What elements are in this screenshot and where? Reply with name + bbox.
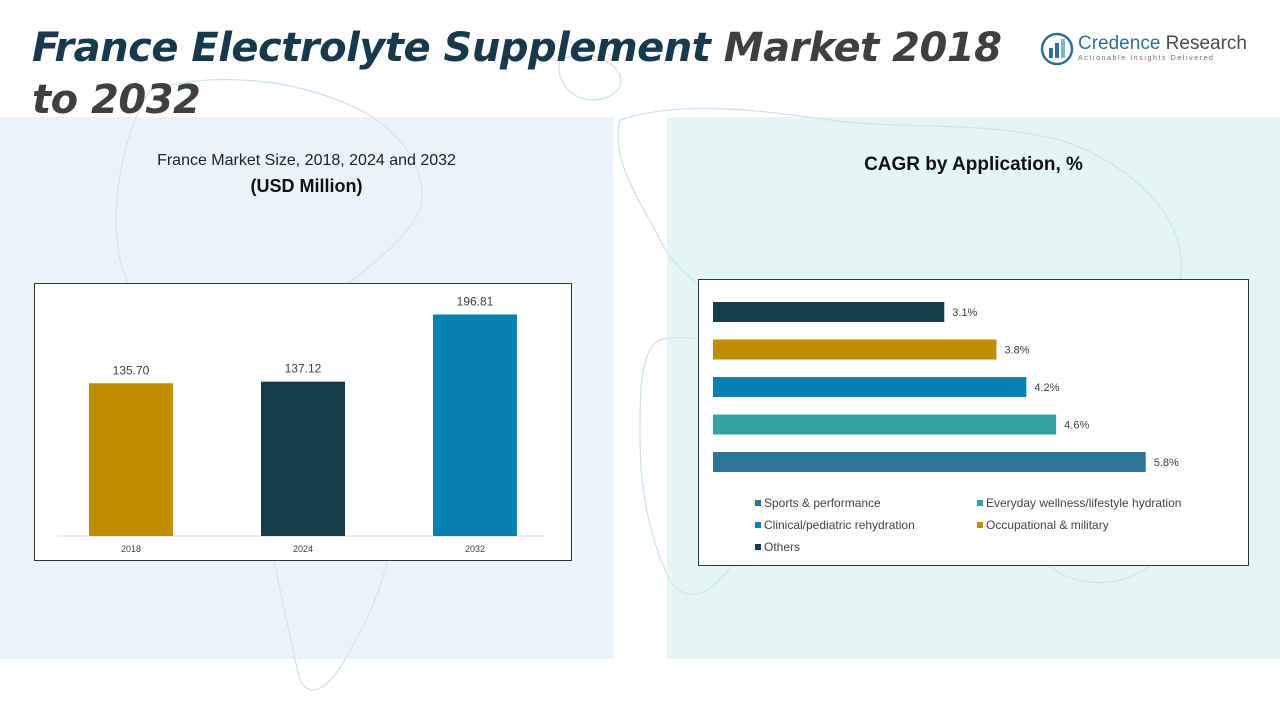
- cagr-chart-title: CAGR by Application, %: [864, 154, 1083, 175]
- credence-research-logo: Credence Research Actionable Insights De…: [1040, 30, 1260, 70]
- cagr-bar-chart: 3.1% 3.8% 4.2% 4.6% 5.8% Sports & performanc…: [698, 279, 1249, 566]
- legend-swatch: [755, 500, 761, 506]
- hbar-data-label-1: 3.1%: [952, 307, 977, 319]
- legend-swatch: [755, 522, 761, 528]
- data-label-2024: 137.12: [285, 362, 322, 376]
- hbar-data-label-5: 5.8%: [1154, 457, 1179, 469]
- bar-2018: [89, 383, 173, 536]
- legend-swatch: [755, 544, 761, 550]
- legend-label: Occupational & military: [986, 518, 1109, 532]
- market-size-chart-title: France Market Size, 2018, 2024 and 2032: [157, 152, 456, 169]
- legend-label: Sports & performance: [764, 496, 881, 510]
- page-title: France Electrolyte Supplement Market 201…: [32, 22, 1012, 126]
- legend-item-4: Occupational & military: [977, 518, 1109, 532]
- legend-item-5: Others: [755, 540, 800, 554]
- hbar-1: [713, 302, 945, 322]
- x-tick-label-2024: 2024: [293, 544, 313, 554]
- logo-name-part2: Research: [1165, 33, 1247, 54]
- page-title-part1: France Electrolyte Supplement: [32, 25, 711, 71]
- hbar-4: [713, 414, 1057, 435]
- market-size-chart-subtitle: (USD Million): [250, 176, 363, 196]
- x-tick-label-2032: 2032: [465, 544, 485, 554]
- hbar-2: [713, 339, 997, 360]
- legend-swatch: [977, 500, 983, 506]
- market-size-bar-chart-svg: 135.70 2018 137.12 2024 196.81 2032: [57, 294, 545, 554]
- data-label-2018: 135.70: [113, 363, 150, 377]
- hbar-3: [713, 377, 1027, 397]
- x-tick-label-2018: 2018: [121, 544, 141, 554]
- logo-name: Credence Research: [1078, 33, 1247, 55]
- bar-2024: [261, 381, 345, 536]
- cagr-bar-chart-svg: 3.1% 3.8% 4.2% 4.6% 5.8%: [713, 302, 1179, 472]
- legend-label: Everyday wellness/lifestyle hydration: [986, 496, 1182, 510]
- page-title-part2: Market 2018 to 2032: [32, 25, 1002, 123]
- hbar-5: [713, 452, 1146, 472]
- hbar-data-label-4: 4.6%: [1064, 420, 1089, 432]
- credence-bars-icon: [1040, 32, 1074, 66]
- bar-2032: [433, 314, 517, 536]
- hbar-data-label-2: 3.8%: [1004, 345, 1029, 357]
- legend-swatch: [977, 522, 983, 528]
- data-label-2032: 196.81: [457, 294, 494, 308]
- market-size-bar-chart: 135.70 2018 137.12 2024 196.81 2032: [34, 283, 572, 561]
- hbar-data-label-3: 4.2%: [1034, 382, 1059, 394]
- legend-label: Clinical/pediatric rehydration: [764, 518, 915, 532]
- logo-tagline: Actionable Insights Delivered: [1078, 55, 1215, 62]
- legend-item-3: Clinical/pediatric rehydration: [755, 518, 915, 532]
- logo-name-part1: Credence: [1078, 33, 1161, 54]
- legend-item-1: Sports & performance: [755, 496, 881, 510]
- legend-label: Others: [764, 540, 801, 554]
- legend-item-2: Everyday wellness/lifestyle hydration: [977, 496, 1181, 510]
